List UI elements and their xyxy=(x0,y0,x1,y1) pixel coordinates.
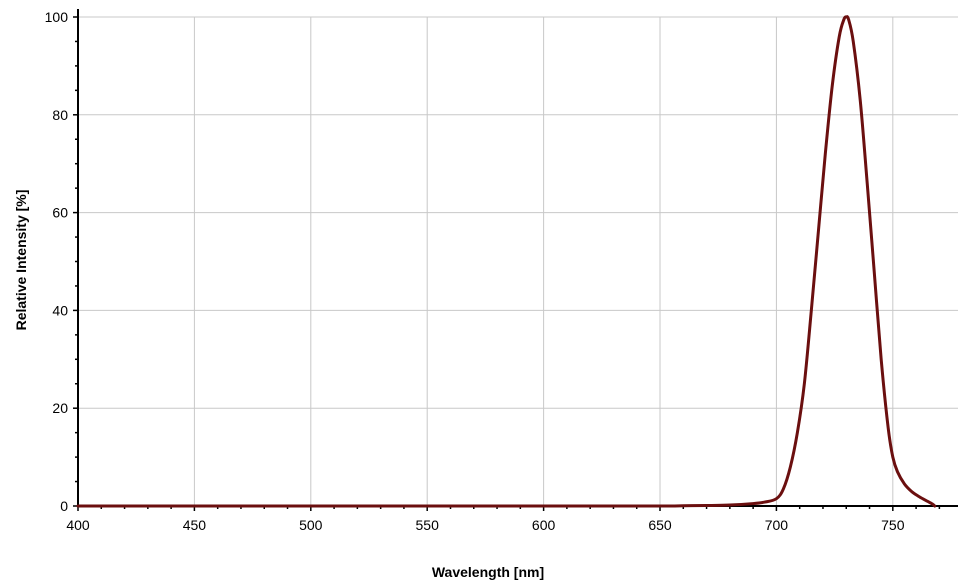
series-layer xyxy=(76,15,937,508)
x-tick-label: 750 xyxy=(881,517,905,533)
series-line xyxy=(76,15,937,508)
y-tick-label: 100 xyxy=(45,9,69,25)
x-tick-label: 450 xyxy=(183,517,207,533)
y-tick-label: 0 xyxy=(60,498,68,514)
x-axis-title: Wavelength [nm] xyxy=(432,564,544,580)
y-tick-label: 80 xyxy=(52,107,68,123)
axes xyxy=(77,9,958,507)
x-tick-label: 500 xyxy=(299,517,323,533)
y-axis-title: Relative Intensity [%] xyxy=(13,190,29,331)
x-tick-label: 650 xyxy=(648,517,672,533)
y-tick-label: 40 xyxy=(52,302,68,318)
grid xyxy=(78,16,958,506)
ticks: 400 450 500 550 600 650 700 750 0 20 40 60 80 100 xyxy=(45,9,941,533)
x-tick-label: 400 xyxy=(66,517,90,533)
x-tick-label: 600 xyxy=(532,517,556,533)
y-tick-label: 60 xyxy=(52,205,68,221)
x-tick-label: 700 xyxy=(765,517,789,533)
x-tick-label: 550 xyxy=(416,517,440,533)
y-tick-label: 20 xyxy=(52,400,68,416)
